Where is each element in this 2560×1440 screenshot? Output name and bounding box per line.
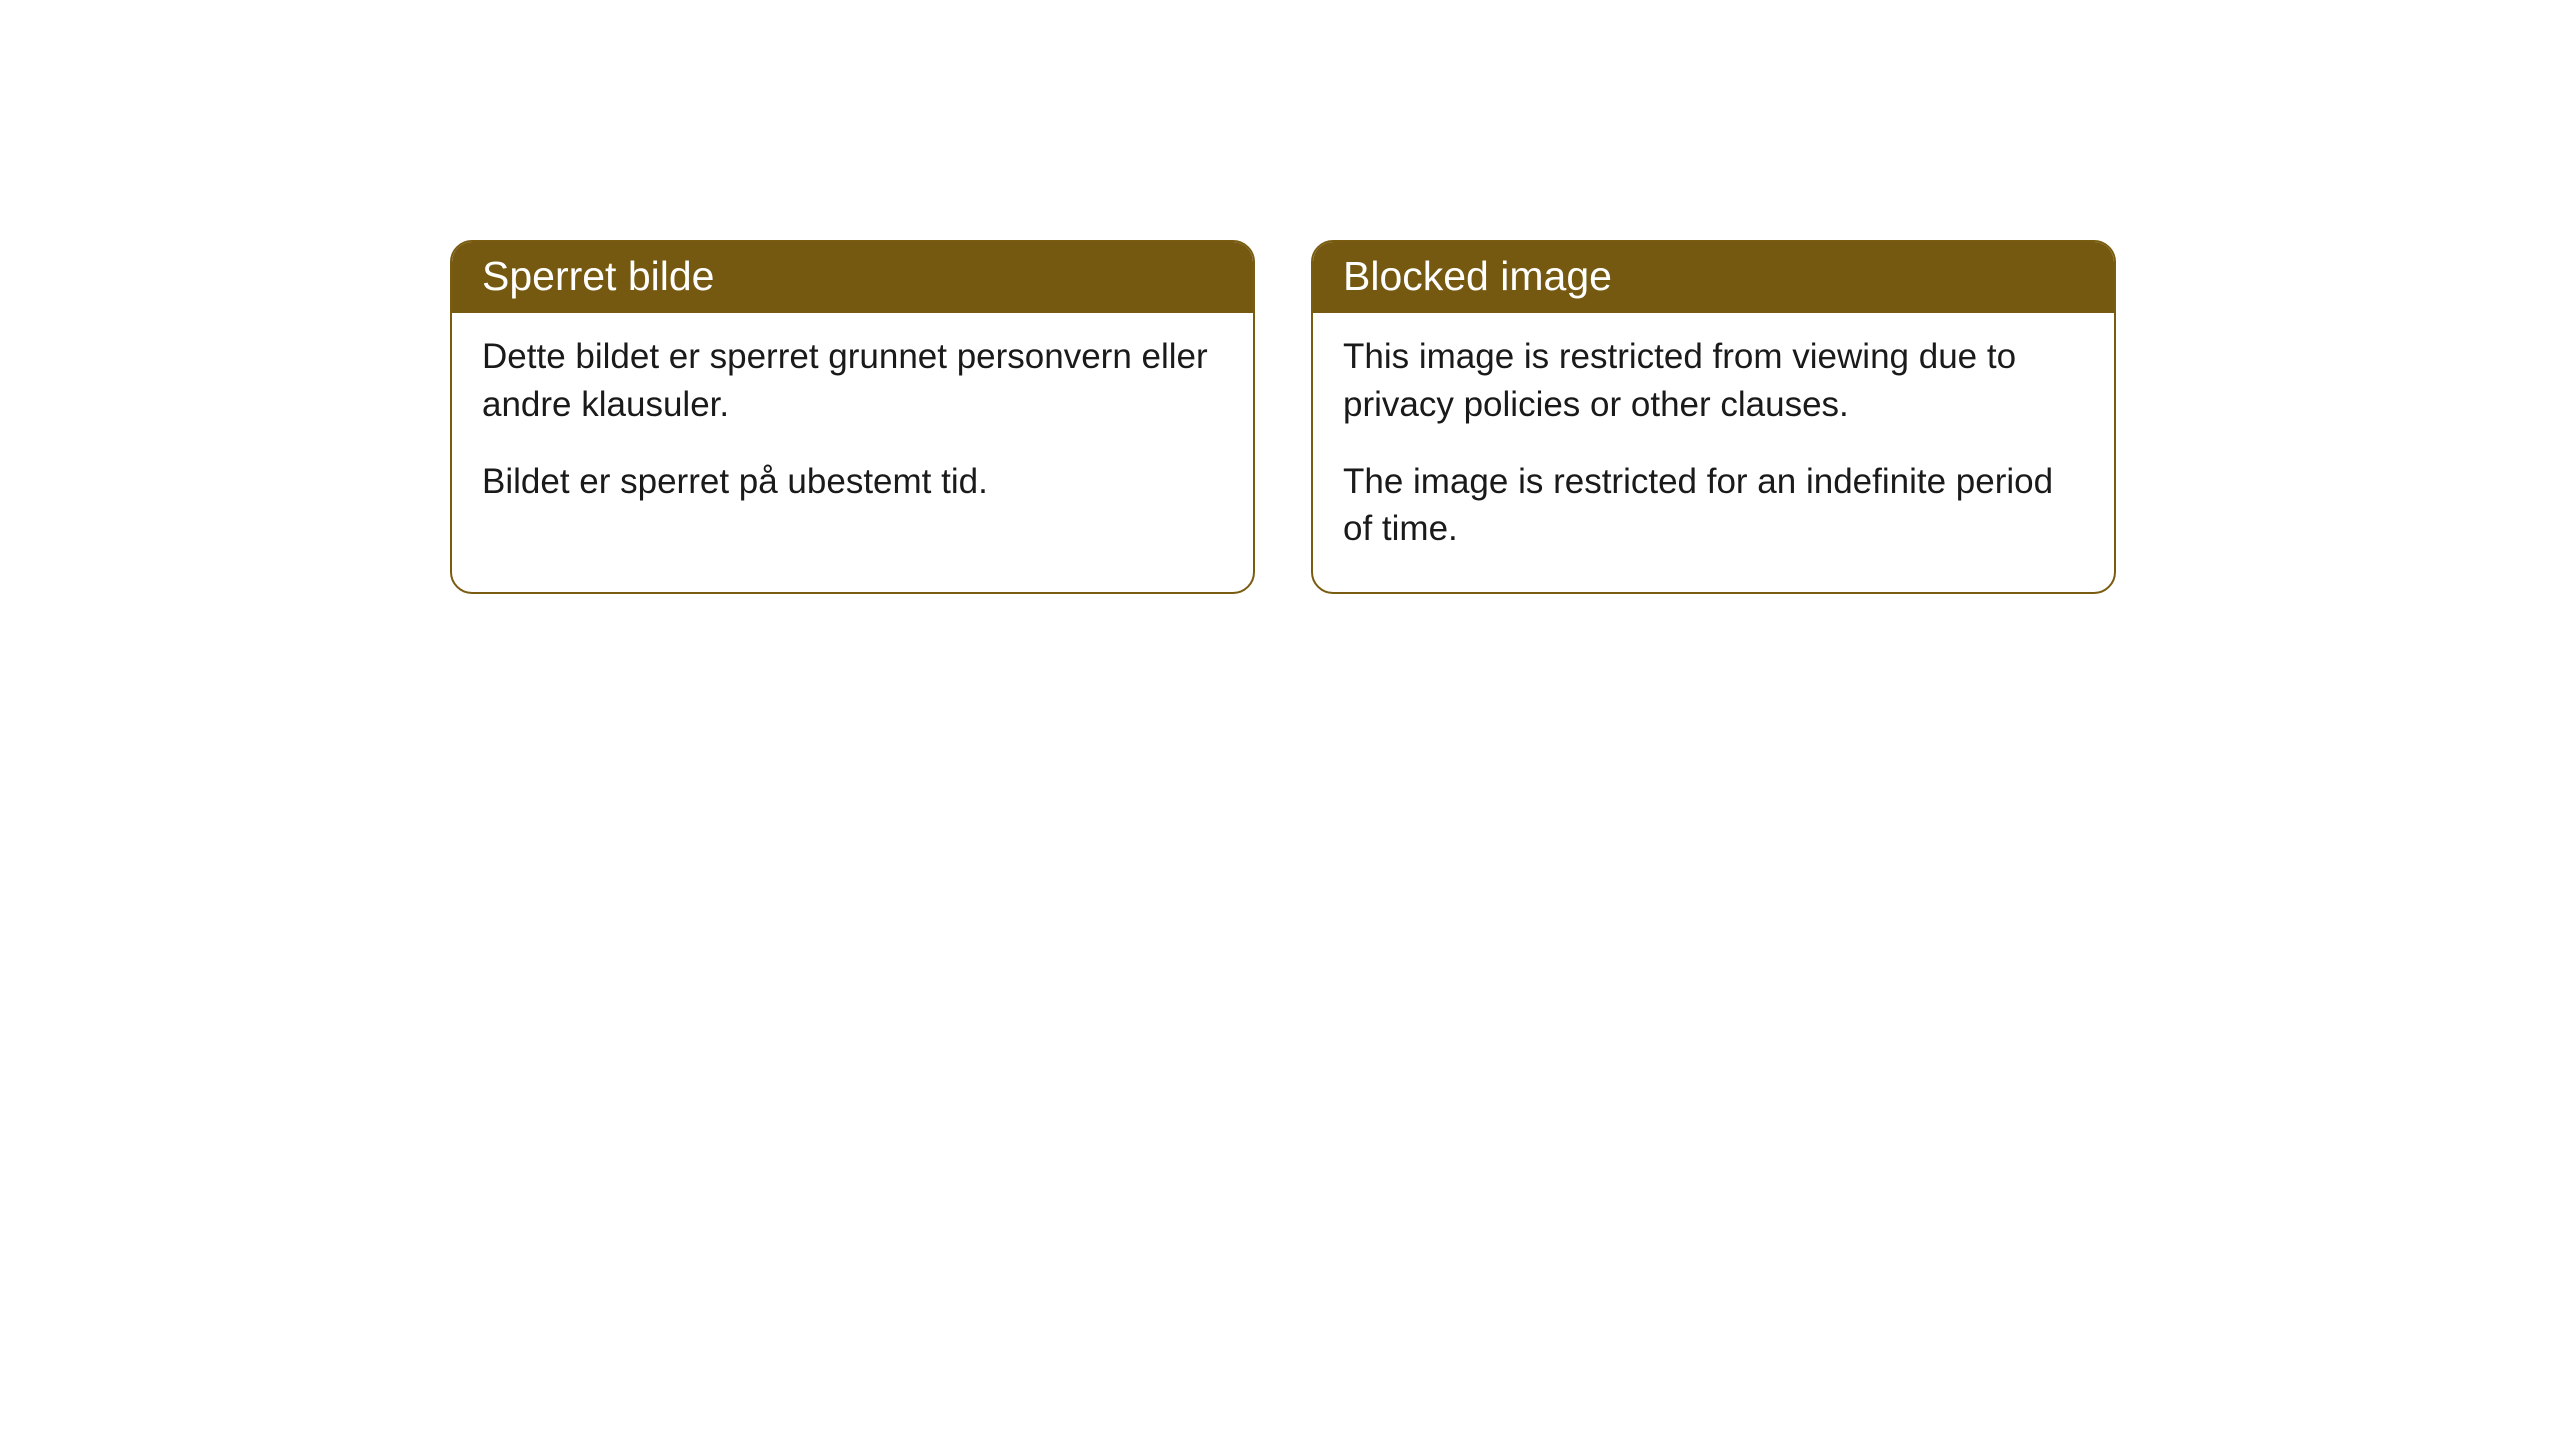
card-paragraph: Dette bildet er sperret grunnet personve… xyxy=(482,333,1223,428)
card-header: Blocked image xyxy=(1313,242,2114,313)
message-cards-container: Sperret bilde Dette bildet er sperret gr… xyxy=(450,240,2560,594)
card-paragraph: The image is restricted for an indefinit… xyxy=(1343,458,2084,553)
card-body: Dette bildet er sperret grunnet personve… xyxy=(452,313,1253,545)
card-header: Sperret bilde xyxy=(452,242,1253,313)
card-paragraph: Bildet er sperret på ubestemt tid. xyxy=(482,458,1223,505)
card-title: Sperret bilde xyxy=(482,253,714,299)
card-body: This image is restricted from viewing du… xyxy=(1313,313,2114,592)
card-title: Blocked image xyxy=(1343,253,1612,299)
message-card-norwegian: Sperret bilde Dette bildet er sperret gr… xyxy=(450,240,1255,594)
card-paragraph: This image is restricted from viewing du… xyxy=(1343,333,2084,428)
message-card-english: Blocked image This image is restricted f… xyxy=(1311,240,2116,594)
